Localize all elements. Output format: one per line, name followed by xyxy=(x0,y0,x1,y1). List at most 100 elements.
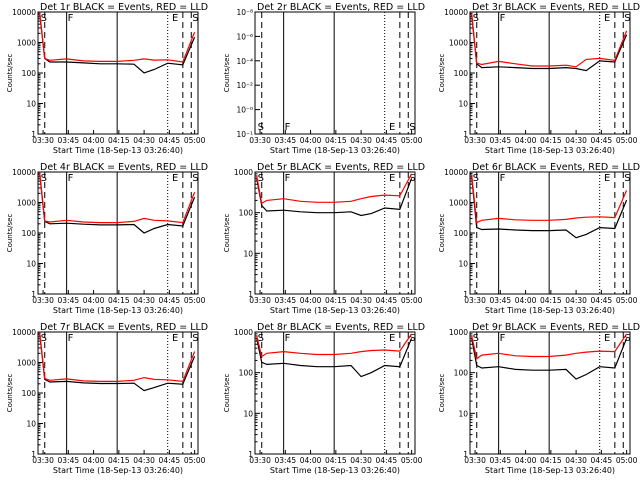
x-axis-label: Start Time (18-Sep-13 03:26:40) xyxy=(53,146,183,155)
y-tick-label: 100 xyxy=(239,209,254,218)
x-tick-label: 04:30 xyxy=(350,456,372,465)
x-tick-label: 04:15 xyxy=(540,296,562,305)
y-tick-label: 1000 xyxy=(449,328,468,337)
y-tick-label: 100 xyxy=(22,389,37,398)
marker-letter: S xyxy=(624,333,630,344)
y-tick-label: 1000 xyxy=(449,199,468,208)
x-tick-label: 04:45 xyxy=(591,136,613,145)
y-tick-label: 10000 xyxy=(12,328,36,337)
series-events xyxy=(256,338,413,378)
marker-letter: S xyxy=(258,333,264,344)
y-tick-label: 10 xyxy=(458,100,468,109)
marker-letter: F xyxy=(285,333,291,344)
plot-frame xyxy=(37,331,199,455)
marker-letter: S xyxy=(624,173,630,184)
chart-panel-1: Det 1r BLACK = Events, RED = LLD Counts/s… xyxy=(6,2,208,155)
x-tick-label: 04:30 xyxy=(350,296,372,305)
x-tick-label: 03:45 xyxy=(490,136,512,145)
x-tick-label: 04:00 xyxy=(515,296,537,305)
marker-letter: F xyxy=(285,173,291,184)
marker-letter: S xyxy=(192,173,198,184)
x-tick-label: 03:45 xyxy=(58,296,80,305)
chart-panel-6: Det 6r BLACK = Events, RED = LLD Counts/s… xyxy=(438,162,640,315)
y-tick-label: 1000 xyxy=(449,39,468,48)
x-tick-label: 04:45 xyxy=(376,136,398,145)
x-axis-label: Start Time (18-Sep-13 03:26:40) xyxy=(270,466,400,475)
y-axis-label: Counts/sec xyxy=(223,374,231,413)
x-axis-label: Start Time (18-Sep-13 03:26:40) xyxy=(53,466,183,475)
x-tick-label: 04:15 xyxy=(540,136,562,145)
y-tick-label: 10000 xyxy=(12,8,36,17)
marker-letter: F xyxy=(500,333,506,344)
chart-panel-3: Det 3r BLACK = Events, RED = LLD Counts/s… xyxy=(438,2,640,155)
y-tick-label: 1 xyxy=(463,450,468,459)
x-tick-label: 05:00 xyxy=(401,296,423,305)
series-lld xyxy=(39,172,196,224)
plot-frame xyxy=(254,171,416,295)
chart-panel-8: Det 8r BLACK = Events, RED = LLD Counts/s… xyxy=(223,322,425,475)
marker-letter: E xyxy=(389,333,395,344)
x-tick-label: 04:00 xyxy=(515,136,537,145)
x-tick-label: 04:00 xyxy=(83,136,105,145)
marker-letter: S xyxy=(473,173,479,184)
series-lld xyxy=(471,333,628,360)
x-tick-label: 04:45 xyxy=(376,296,398,305)
y-tick-label: 1000 xyxy=(17,359,36,368)
series-lld xyxy=(256,173,413,205)
chart-title: Det 2r BLACK = Events, RED = LLD xyxy=(257,2,425,13)
series-lld xyxy=(471,174,628,224)
marker-letter: E xyxy=(604,333,610,344)
y-tick-label: 1000 xyxy=(234,328,253,337)
marker-letter: F xyxy=(68,13,74,24)
y-tick-label: 10000 xyxy=(444,8,468,17)
chart-title: Det 8r BLACK = Events, RED = LLD xyxy=(257,322,425,333)
y-tick-label: 100 xyxy=(22,69,37,78)
x-tick-label: 03:30 xyxy=(464,136,486,145)
y-tick-label: 1 xyxy=(463,130,468,139)
marker-letter: E xyxy=(172,333,178,344)
marker-letter: S xyxy=(258,173,264,184)
x-tick-label: 04:45 xyxy=(159,296,181,305)
x-tick-label: 04:15 xyxy=(325,136,347,145)
plot-frame xyxy=(37,11,199,135)
y-tick-label: 10⁻⁴ xyxy=(236,57,253,66)
x-tick-label: 04:30 xyxy=(133,296,155,305)
chart-panel-5: Det 5r BLACK = Events, RED = LLD Counts/s… xyxy=(223,162,425,315)
y-axis-label: Counts/sec xyxy=(438,374,446,413)
y-axis-label: Counts/sec xyxy=(438,214,446,253)
y-axis-label: Counts/sec xyxy=(6,214,14,253)
x-tick-label: 04:45 xyxy=(376,456,398,465)
x-tick-label: 03:30 xyxy=(32,296,54,305)
y-tick-label: 10 xyxy=(26,420,36,429)
marker-letter: F xyxy=(68,333,74,344)
y-tick-label: 100 xyxy=(22,229,37,238)
x-tick-label: 03:30 xyxy=(249,136,271,145)
marker-letter: F xyxy=(68,173,74,184)
marker-letter: S xyxy=(409,333,415,344)
y-tick-label: 1 xyxy=(31,450,36,459)
y-tick-label: 1 xyxy=(248,290,253,299)
x-tick-label: 03:30 xyxy=(32,136,54,145)
y-tick-label: 100 xyxy=(454,369,469,378)
x-tick-label: 05:00 xyxy=(616,456,638,465)
x-tick-label: 04:45 xyxy=(591,296,613,305)
plot-frame xyxy=(254,11,416,135)
x-axis-label: Start Time (18-Sep-13 03:26:40) xyxy=(270,306,400,315)
y-tick-label: 10 xyxy=(458,409,468,418)
y-axis-label: Counts/sec xyxy=(6,54,14,93)
y-tick-label: 100 xyxy=(454,229,469,238)
series-lld xyxy=(39,332,196,383)
x-tick-label: 04:30 xyxy=(565,296,587,305)
marker-letter: S xyxy=(409,173,415,184)
x-tick-label: 04:00 xyxy=(83,296,105,305)
plot-frame xyxy=(254,331,416,455)
x-axis-label: Start Time (18-Sep-13 03:26:40) xyxy=(270,146,400,155)
x-tick-label: 03:45 xyxy=(490,456,512,465)
marker-letter: S xyxy=(624,13,630,24)
marker-letter: E xyxy=(604,173,610,184)
x-tick-label: 04:45 xyxy=(159,456,181,465)
x-tick-label: 04:00 xyxy=(300,456,322,465)
x-tick-label: 03:45 xyxy=(58,136,80,145)
y-tick-label: 1 xyxy=(31,290,36,299)
